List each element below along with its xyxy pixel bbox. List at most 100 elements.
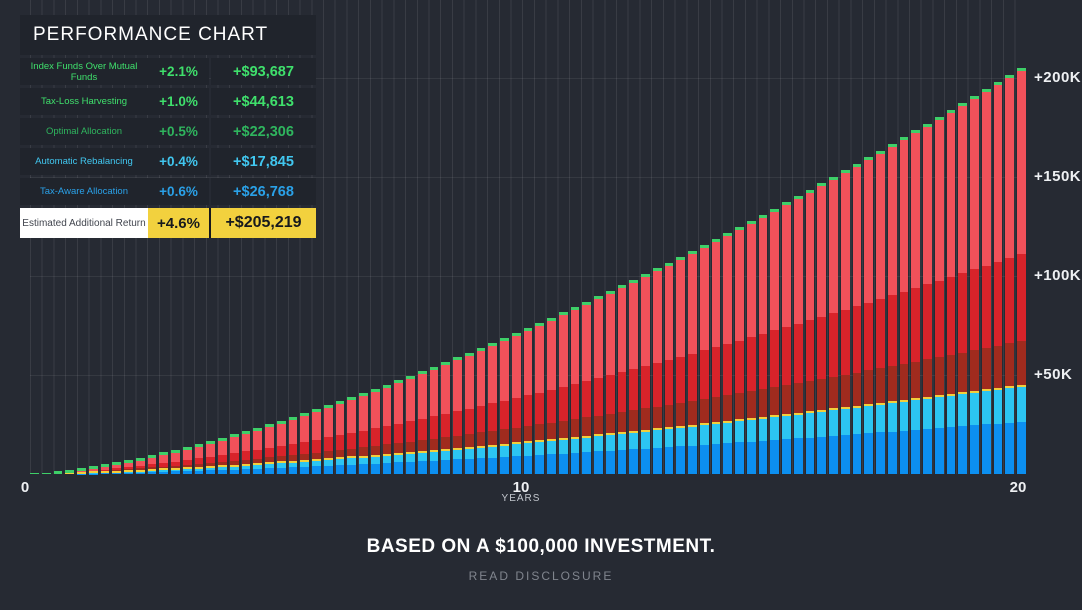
bar-year-5.6 xyxy=(300,413,309,474)
segment-green-cap xyxy=(171,449,180,453)
segment-tax-loss-harvesting xyxy=(100,469,110,471)
segment-automatic-rebalancing xyxy=(617,434,627,451)
segment-yellow-sliver xyxy=(476,445,486,448)
segment-automatic-rebalancing xyxy=(993,389,1003,424)
bar-year-9.9 xyxy=(511,332,521,474)
segment-yellow-sliver xyxy=(664,427,674,430)
segment-yellow-sliver xyxy=(899,399,909,402)
segment-green-cap xyxy=(782,202,791,206)
bar-year-11.1 xyxy=(570,306,580,474)
segment-index-funds-over-mutual-funds xyxy=(382,387,392,427)
segment-tax-aware-allocation xyxy=(664,447,674,474)
segment-green-cap xyxy=(652,268,662,272)
bar-year-9.4 xyxy=(488,342,497,474)
segment-index-funds-over-mutual-funds xyxy=(182,449,192,460)
segment-tax-loss-harvesting xyxy=(323,437,333,452)
segment-yellow-sliver xyxy=(417,450,427,453)
bar-year-1.2 xyxy=(77,468,86,474)
highlight-row-label: Estimated Additional Return xyxy=(20,208,148,238)
segment-index-funds-over-mutual-funds xyxy=(570,309,580,384)
segment-green-cap xyxy=(605,290,615,294)
segment-green-cap xyxy=(993,81,1003,85)
segment-yellow-sliver xyxy=(182,467,192,470)
bar-year-10.1 xyxy=(523,327,533,474)
segment-tax-aware-allocation xyxy=(124,472,133,474)
segment-tax-loss-harvesting xyxy=(135,465,145,469)
segment-optimal-allocation xyxy=(500,429,509,444)
segment-index-funds-over-mutual-funds xyxy=(805,192,815,321)
segment-automatic-rebalancing xyxy=(300,461,309,467)
segment-optimal-allocation xyxy=(429,438,439,450)
read-disclosure-link[interactable]: READ DISCLOSURE xyxy=(468,569,614,583)
segment-index-funds-over-mutual-funds xyxy=(782,205,791,328)
segment-tax-aware-allocation xyxy=(253,468,262,474)
segment-green-cap xyxy=(594,296,603,300)
bar-year-10.6 xyxy=(547,317,556,474)
segment-yellow-sliver xyxy=(911,398,920,401)
segment-yellow-sliver xyxy=(218,465,227,468)
segment-optimal-allocation xyxy=(265,457,274,463)
segment-optimal-allocation xyxy=(441,437,450,449)
segment-optimal-allocation xyxy=(112,469,121,471)
bar-year-16.5 xyxy=(840,170,850,474)
segment-optimal-allocation xyxy=(770,387,779,416)
segment-optimal-allocation xyxy=(147,467,157,469)
segment-tax-loss-harvesting xyxy=(887,295,897,367)
segment-automatic-rebalancing xyxy=(218,467,227,470)
segment-optimal-allocation xyxy=(582,417,591,436)
segment-optimal-allocation xyxy=(276,456,286,462)
segment-green-cap xyxy=(746,220,756,224)
segment-yellow-sliver xyxy=(852,405,862,408)
segment-index-funds-over-mutual-funds xyxy=(934,119,944,281)
segment-index-funds-over-mutual-funds xyxy=(1017,70,1026,254)
segment-index-funds-over-mutual-funds xyxy=(652,271,662,363)
bar-year-17.2 xyxy=(876,150,885,474)
segment-index-funds-over-mutual-funds xyxy=(453,360,462,412)
segment-index-funds-over-mutual-funds xyxy=(970,99,979,270)
segment-tax-aware-allocation xyxy=(676,446,685,474)
segment-yellow-sliver xyxy=(958,392,967,395)
segment-green-cap xyxy=(429,366,439,370)
segment-automatic-rebalancing xyxy=(500,445,509,457)
segment-optimal-allocation xyxy=(417,440,427,451)
segment-tax-loss-harvesting xyxy=(852,306,862,373)
bar-year-18.1 xyxy=(923,123,932,474)
segment-tax-loss-harvesting xyxy=(629,369,638,411)
bar-year-12.2 xyxy=(629,279,638,474)
segment-optimal-allocation xyxy=(159,466,168,469)
bar-year-19.1 xyxy=(970,96,979,474)
segment-yellow-sliver xyxy=(699,423,709,426)
segment-automatic-rebalancing xyxy=(1005,388,1014,423)
segment-index-funds-over-mutual-funds xyxy=(535,325,544,393)
legend-row-automatic-rebalancing: Automatic Rebalancing +0.4% +$17,845 xyxy=(20,148,316,175)
segment-green-cap xyxy=(793,196,803,200)
bar-year-17.4 xyxy=(887,143,897,474)
segment-green-cap xyxy=(441,362,450,366)
y-axis-tick: +150K xyxy=(1034,168,1082,185)
legend-row-index-funds-over-mutual-funds: Index Funds Over Mutual Funds +2.1% +$93,6… xyxy=(20,58,316,85)
segment-automatic-rebalancing xyxy=(1017,386,1026,422)
segment-automatic-rebalancing xyxy=(688,426,697,446)
segment-tax-aware-allocation xyxy=(852,434,862,474)
bar-year-3.5 xyxy=(194,443,204,474)
segment-green-cap xyxy=(30,473,39,474)
bar-year-13.4 xyxy=(688,250,697,474)
segment-automatic-rebalancing xyxy=(476,447,486,459)
segment-automatic-rebalancing xyxy=(676,427,685,447)
segment-tax-aware-allocation xyxy=(923,428,932,474)
segment-optimal-allocation xyxy=(876,368,885,403)
bar-year-11.3 xyxy=(582,301,591,474)
segment-yellow-sliver xyxy=(535,440,544,443)
bar-year-7.8 xyxy=(406,375,415,474)
segment-green-cap xyxy=(41,472,51,474)
segment-automatic-rebalancing xyxy=(253,465,262,469)
segment-automatic-rebalancing xyxy=(558,439,568,454)
segment-automatic-rebalancing xyxy=(394,454,403,463)
segment-tax-loss-harvesting xyxy=(288,443,298,455)
segment-tax-loss-harvesting xyxy=(241,451,251,460)
bar-year-5.2 xyxy=(276,420,286,474)
segment-optimal-allocation xyxy=(124,469,133,471)
bar-year-17.6 xyxy=(899,137,909,474)
segment-optimal-allocation xyxy=(171,465,180,468)
segment-yellow-sliver xyxy=(335,457,345,460)
